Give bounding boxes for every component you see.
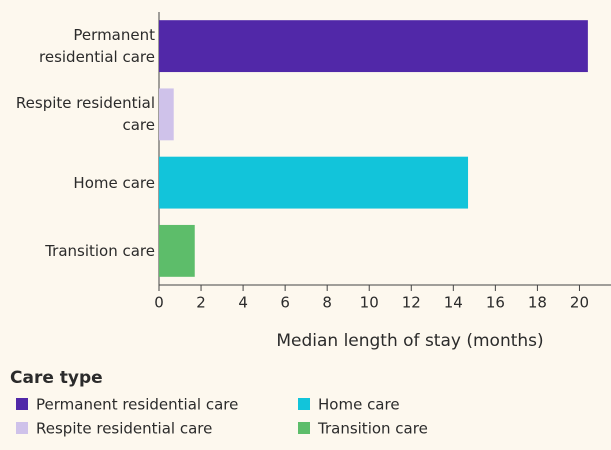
legend-swatch	[298, 422, 310, 434]
x-tick-label: 20	[570, 294, 589, 312]
y-tick-label: Permanent residential care	[39, 26, 155, 67]
y-tick-label: Respite residential care	[15, 94, 155, 135]
bar	[159, 224, 195, 277]
legend-label: Transition care	[317, 420, 428, 438]
x-tick-label: 14	[444, 294, 463, 312]
x-tick-label: 18	[528, 294, 547, 312]
legend-swatch	[16, 398, 28, 410]
legend-swatch	[298, 398, 310, 410]
x-tick-label: 0	[154, 294, 164, 312]
bar	[159, 156, 469, 209]
legend-title: Care type	[10, 368, 103, 388]
x-tick-label: 6	[280, 294, 290, 312]
x-tick-label: 4	[238, 294, 248, 312]
legend-swatch	[16, 422, 28, 434]
legend-label: Respite residential care	[36, 420, 212, 438]
bar	[159, 88, 174, 141]
x-tick-label: 12	[402, 294, 421, 312]
y-tick-label-box: Transition care	[45, 241, 155, 260]
x-tick-label: 2	[196, 294, 206, 312]
x-tick-label: 16	[486, 294, 505, 312]
y-tick-label-box: Permanent residential care	[39, 26, 155, 67]
legend-label: Home care	[318, 396, 400, 414]
x-tick-label: 8	[322, 294, 332, 312]
bar	[159, 20, 588, 73]
y-tick-label-box: Home care	[73, 173, 155, 192]
y-tick-label: Home care	[73, 173, 155, 192]
y-tick-label: Transition care	[45, 241, 155, 260]
x-axis-label: Median length of stay (months)	[276, 331, 543, 351]
x-tick-label: 10	[360, 294, 379, 312]
y-tick-label-box: Respite residential care	[15, 94, 155, 135]
legend-label: Permanent residential care	[36, 396, 238, 414]
